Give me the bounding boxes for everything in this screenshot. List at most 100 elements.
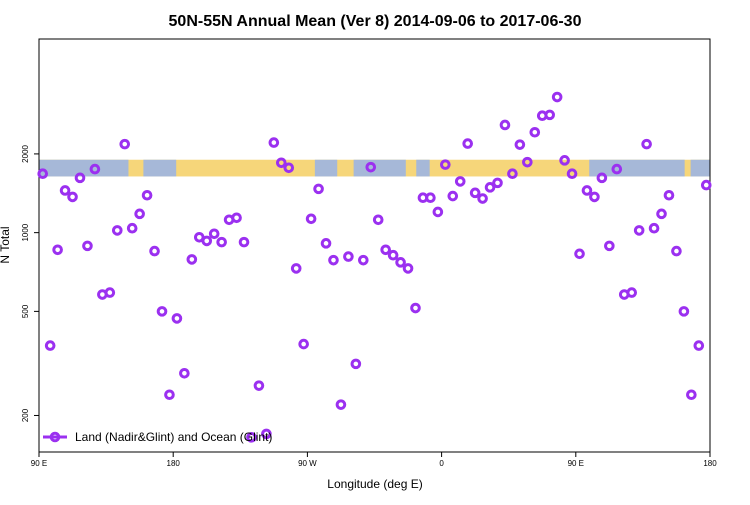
data-point: [290, 263, 302, 274]
data-point: [328, 254, 339, 266]
data-point: [529, 126, 541, 138]
data-point: [641, 138, 652, 150]
data-point: [559, 155, 570, 166]
y-axis: 200 500 1000 2000: [21, 144, 39, 422]
x-tick-label: 180: [703, 459, 717, 468]
data-point: [499, 119, 511, 131]
data-point: [372, 214, 384, 226]
data-point: [343, 251, 354, 262]
data-point: [350, 358, 362, 370]
data-point: [477, 193, 488, 204]
data-point: [149, 245, 160, 257]
data-point: [604, 240, 615, 252]
x-axis: 90 E 180 90 W 0 90 E 180: [31, 452, 717, 468]
data-point: [201, 235, 213, 247]
data-point: [74, 172, 86, 184]
data-point: [402, 263, 414, 274]
y-axis-label: N Total: [0, 226, 12, 263]
map-band-ocean: [353, 159, 406, 177]
plot-frame: [38, 38, 711, 453]
data-point: [447, 190, 459, 202]
data-point: [67, 191, 78, 203]
data-point: [216, 236, 227, 248]
data-point: [335, 399, 347, 410]
data-point: [320, 238, 332, 249]
data-point: [179, 367, 190, 379]
data-point: [462, 138, 473, 149]
x-tick-label: 90 E: [568, 459, 584, 468]
legend: Land (Nadir&Glint) and Ocean (Glint): [43, 430, 272, 444]
map-band-ocean: [314, 159, 338, 177]
data-point: [693, 340, 705, 351]
data-point: [574, 248, 585, 260]
data-point: [566, 168, 578, 180]
data-point: [484, 182, 496, 193]
data-point: [522, 156, 533, 168]
data-point: [432, 206, 444, 218]
data-point: [305, 213, 317, 225]
data-point: [298, 338, 309, 350]
data-point: [395, 257, 406, 268]
data-point: [283, 162, 295, 174]
data-point: [544, 109, 556, 121]
map-band-ocean: [690, 159, 710, 177]
data-point: [37, 168, 49, 180]
data-point: [141, 189, 153, 201]
data-points: [37, 91, 712, 443]
data-point: [671, 245, 682, 257]
data-point: [313, 183, 324, 195]
data-point: [454, 176, 466, 187]
data-point: [186, 254, 198, 265]
data-point: [89, 163, 101, 175]
data-point: [365, 161, 377, 173]
data-point: [44, 340, 56, 351]
data-point: [596, 172, 608, 184]
data-point: [469, 187, 481, 199]
data-point: [663, 189, 675, 201]
data-point: [119, 138, 131, 150]
data-point: [82, 240, 93, 252]
data-point: [380, 244, 391, 256]
legend-label: Land (Nadir&Glint) and Ocean (Glint): [75, 430, 272, 444]
y-tick-label: 1000: [21, 223, 30, 241]
data-point: [208, 228, 220, 240]
map-band-ocean: [39, 159, 129, 177]
data-point: [507, 168, 518, 180]
data-point: [648, 222, 660, 234]
data-point: [171, 313, 183, 324]
x-tick-label: 0: [439, 459, 444, 468]
data-point: [276, 157, 287, 169]
data-point: [52, 244, 63, 256]
y-tick-label: 200: [21, 408, 30, 422]
data-point: [246, 432, 257, 443]
data-point: [59, 185, 71, 196]
data-point: [656, 208, 667, 220]
data-point: [253, 380, 265, 391]
data-point: [626, 287, 638, 298]
x-tick-label: 90 W: [298, 459, 317, 468]
data-point: [581, 185, 593, 196]
data-point: [440, 159, 451, 170]
legend-marker: [49, 431, 61, 443]
data-point: [268, 137, 280, 148]
data-point: [126, 222, 138, 234]
data-point: [425, 192, 436, 204]
chart-title: 50N-55N Annual Mean (Ver 8) 2014-09-06 t…: [169, 13, 582, 30]
data-point: [231, 212, 242, 224]
data-point: [134, 208, 145, 220]
data-point: [686, 389, 697, 401]
data-point: [261, 428, 272, 440]
data-point: [111, 225, 123, 236]
data-point: [387, 249, 399, 261]
y-tick-label: 2000: [21, 144, 30, 162]
data-point: [700, 179, 712, 191]
data-point: [492, 177, 503, 189]
data-point: [410, 302, 421, 314]
x-tick-label: 90 E: [31, 459, 47, 468]
data-point: [164, 389, 175, 401]
data-point: [551, 91, 563, 103]
data-point: [358, 254, 369, 266]
data-point: [104, 287, 116, 298]
data-point: [633, 225, 645, 236]
